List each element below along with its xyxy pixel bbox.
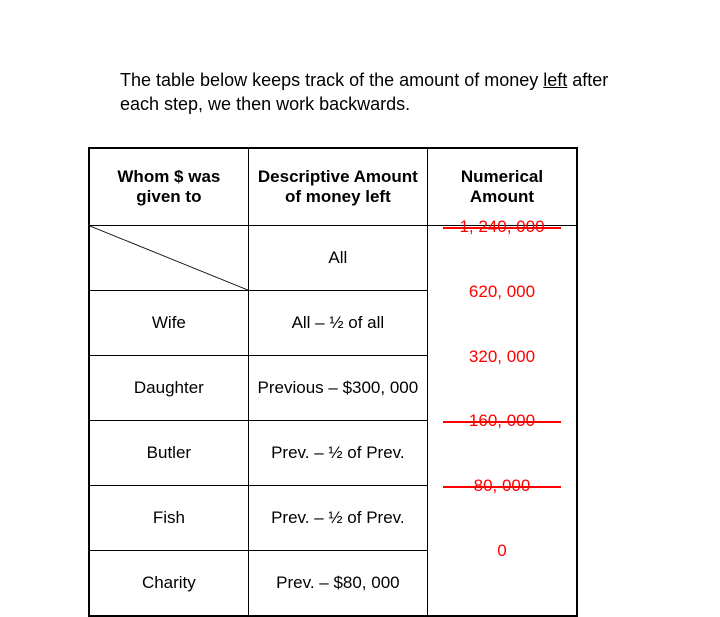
row-desc: All – ½ of all bbox=[248, 290, 427, 355]
numeric-column: 1, 240, 000620, 000320, 000160, 00080, 0… bbox=[428, 225, 578, 616]
header-desc: Descriptive Amount of money left bbox=[248, 148, 427, 226]
numeric-value: 1, 240, 000 bbox=[428, 217, 576, 237]
money-table: Whom $ was given to Descriptive Amount o… bbox=[88, 147, 578, 617]
row-who: Wife bbox=[89, 290, 248, 355]
numeric-value: 620, 000 bbox=[428, 282, 576, 302]
intro-underlined: left bbox=[543, 70, 567, 90]
row-desc: All bbox=[248, 225, 427, 290]
header-num: Numerical Amount bbox=[428, 148, 578, 226]
header-who: Whom $ was given to bbox=[89, 148, 248, 226]
numeric-value: 160, 000 bbox=[428, 411, 576, 431]
row-desc: Previous – $300, 000 bbox=[248, 355, 427, 420]
numeric-value: 0 bbox=[428, 541, 576, 561]
intro-prefix: The table below keeps track of the amoun… bbox=[120, 70, 543, 90]
numeric-value: 80, 000 bbox=[428, 476, 576, 496]
numeric-value: 320, 000 bbox=[428, 347, 576, 367]
row-desc: Prev. – ½ of Prev. bbox=[248, 485, 427, 550]
header-desc-l1: Descriptive Amount bbox=[257, 167, 419, 187]
row-who: Fish bbox=[89, 485, 248, 550]
row-who bbox=[89, 225, 248, 290]
row-desc: Prev. – $80, 000 bbox=[248, 550, 427, 616]
row-who: Butler bbox=[89, 420, 248, 485]
header-desc-l2: of money left bbox=[257, 187, 419, 207]
intro-text: The table below keeps track of the amoun… bbox=[120, 68, 640, 117]
row-who: Daughter bbox=[89, 355, 248, 420]
row-desc: Prev. – ½ of Prev. bbox=[248, 420, 427, 485]
row-who: Charity bbox=[89, 550, 248, 616]
